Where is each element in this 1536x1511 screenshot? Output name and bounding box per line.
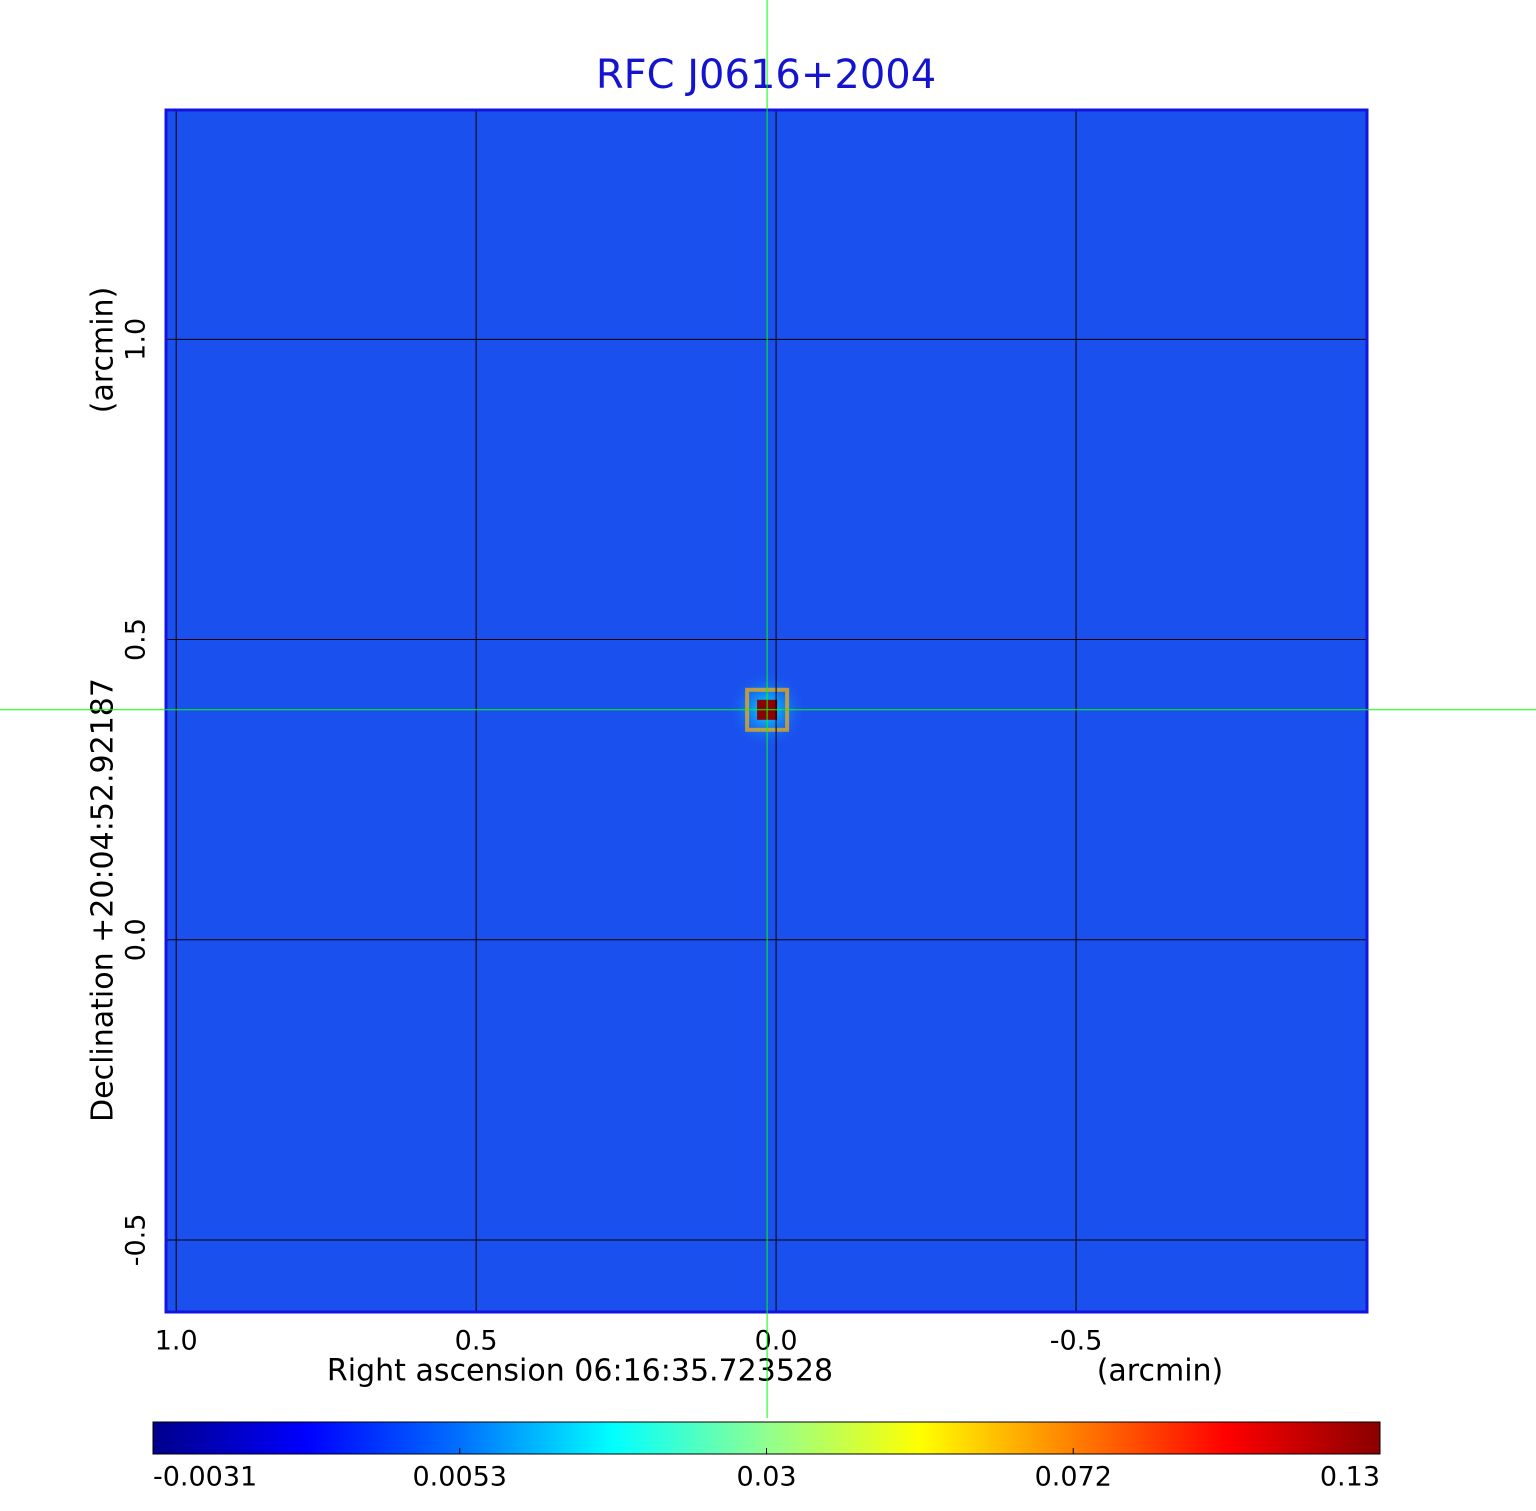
y-tick-label: 0.5 — [121, 618, 152, 661]
x-axis-label: Right ascension 06:16:35.723528 — [327, 1354, 833, 1389]
x-tick-label: 0.5 — [455, 1326, 498, 1357]
y-axis-label: Declination +20:04:52.92187 — [86, 678, 121, 1122]
x-tick-label: -0.5 — [1050, 1326, 1103, 1357]
colorbar-tick-label: -0.0031 — [153, 1462, 257, 1493]
x-axis-unit: (arcmin) — [1097, 1354, 1224, 1389]
colorbar-tick-label: 0.0053 — [413, 1462, 507, 1493]
x-tick-label: 0.0 — [755, 1326, 798, 1357]
x-tick-label: 1.0 — [155, 1326, 198, 1357]
colorbar-tick-label: 0.03 — [736, 1462, 796, 1493]
y-axis-unit: (arcmin) — [86, 287, 121, 414]
colorbar-tick-label: 0.072 — [1035, 1462, 1112, 1493]
axes-frame — [164, 108, 1369, 1314]
y-tick-label: 1.0 — [121, 318, 152, 361]
chart-title: RFC J0616+2004 — [596, 52, 936, 98]
y-tick-label: 0.0 — [121, 918, 152, 961]
colorbar-tick-label: 0.13 — [1320, 1462, 1380, 1493]
y-tick-label: -0.5 — [121, 1214, 152, 1267]
